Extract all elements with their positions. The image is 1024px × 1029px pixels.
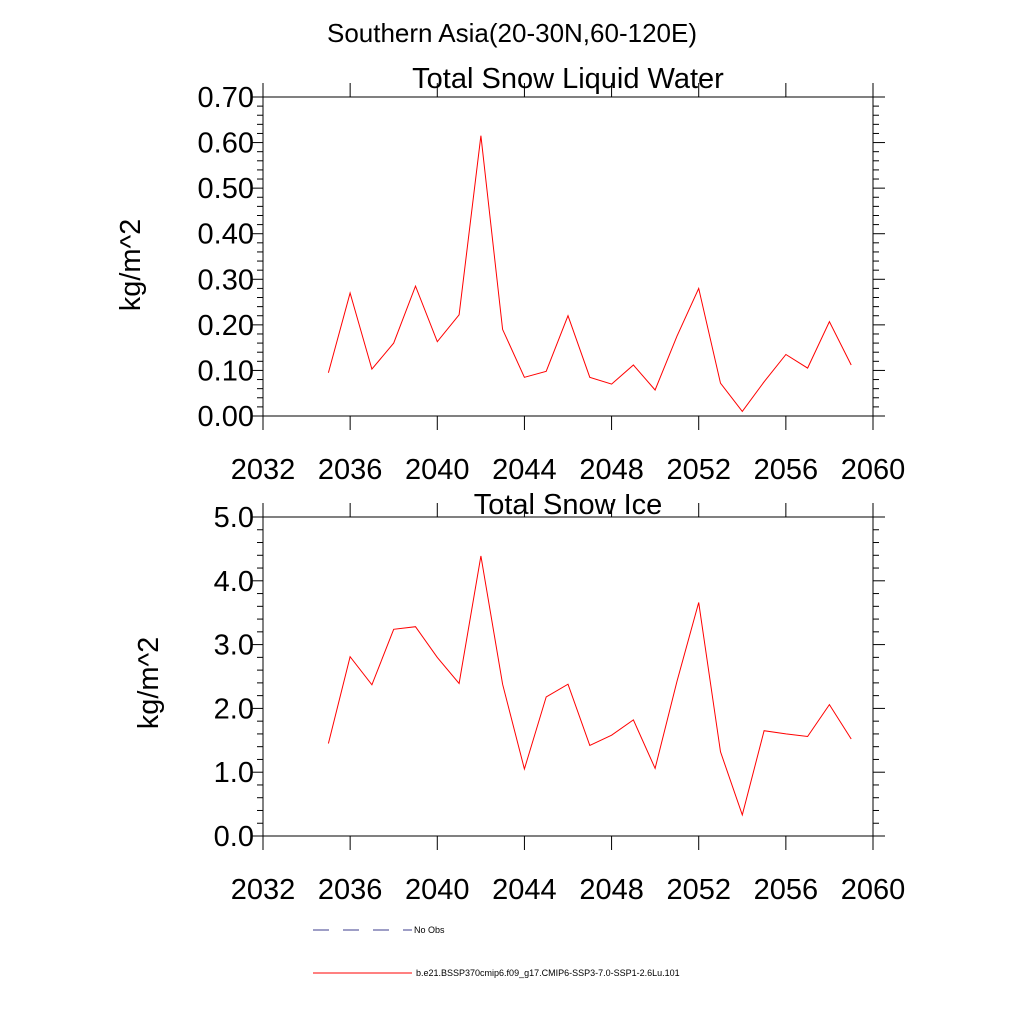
x-tick-label: 2056 xyxy=(754,874,819,906)
x-tick-label: 2044 xyxy=(492,454,557,486)
y-tick-label: 0.30 xyxy=(198,264,254,296)
x-tick-label: 2060 xyxy=(841,874,906,906)
x-tick-label: 2052 xyxy=(666,874,731,906)
x-tick-label: 2044 xyxy=(492,874,557,906)
panel-1: Total Snow Liquid Water kg/m^2 2032 2036 204… xyxy=(115,63,905,486)
x-tick-label: 2048 xyxy=(579,874,644,906)
y-axis-label: kg/m^2 xyxy=(133,637,165,730)
x-tick-label: 2032 xyxy=(231,874,296,906)
legend-label: No Obs xyxy=(414,925,445,935)
y-tick-label: 0.40 xyxy=(198,219,254,251)
y-tick-label: 5.0 xyxy=(214,502,254,534)
y-tick-label: 1.0 xyxy=(214,757,254,789)
y-tick-label: 2.0 xyxy=(214,693,254,725)
x-tick-label: 2036 xyxy=(318,454,383,486)
panel-2: Total Snow Ice kg/m^2 2032 2036 2040 2044 2048… xyxy=(133,489,905,906)
x-tick-label: 2056 xyxy=(754,454,819,486)
plot-frame xyxy=(262,516,874,837)
y-tick-label: 0.60 xyxy=(198,128,254,160)
y-tick-label: 0.0 xyxy=(214,821,254,853)
y-tick-label: 0.50 xyxy=(198,173,254,205)
x-tick-label: 2040 xyxy=(405,874,470,906)
y-axis-label: kg/m^2 xyxy=(115,219,147,312)
y-tick-label: 3.0 xyxy=(214,630,254,662)
y-tick-label: 0.10 xyxy=(198,355,254,387)
y-tick-label: 0.70 xyxy=(198,82,254,114)
x-tick-label: 2052 xyxy=(666,454,731,486)
series-line xyxy=(327,135,852,413)
y-tick-label: 4.0 xyxy=(214,566,254,598)
x-tick-label: 2036 xyxy=(318,874,383,906)
legend-label: b.e21.BSSP370cmip6.f09_g17.CMIP6-SSP3-7.… xyxy=(416,968,680,978)
panel-title: Total Snow Ice xyxy=(474,489,663,521)
y-tick-label: 0.00 xyxy=(198,401,254,433)
figure-suptitle: Southern Asia(20-30N,60-120E) xyxy=(327,18,697,48)
x-tick-label: 2040 xyxy=(405,454,470,486)
x-tick-label: 2048 xyxy=(579,454,644,486)
y-tick-label: 0.20 xyxy=(198,310,254,342)
x-tick-label: 2060 xyxy=(841,454,906,486)
plot-frame xyxy=(262,96,874,417)
x-tick-label: 2032 xyxy=(231,454,296,486)
series-line xyxy=(327,555,852,817)
panel-title: Total Snow Liquid Water xyxy=(412,63,724,95)
legend: No Obs b.e21.BSSP370cmip6.f09_g17.CMIP6-S… xyxy=(313,925,680,978)
